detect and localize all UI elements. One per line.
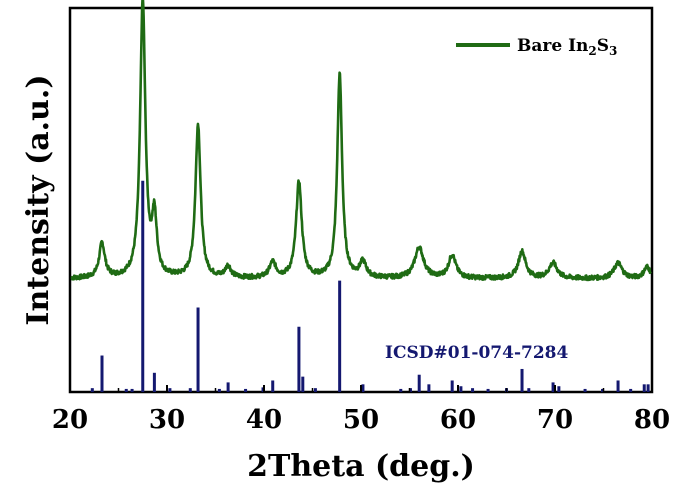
plot-frame (68, 6, 654, 394)
legend-label-bare-in2s3: Bare In2S3 (517, 36, 617, 58)
x-axis-title: 2Theta (deg.) (247, 449, 475, 484)
legend-text: S (597, 36, 609, 56)
legend-text: Bare In (517, 36, 588, 56)
series-line-bare-in2s3 (70, 0, 653, 282)
x-tick-label-50: 50 (343, 405, 379, 435)
legend-subscript: 2 (588, 44, 596, 58)
reference-label: ICSD#01-074-7284 (385, 343, 568, 363)
x-tick-label-20: 20 (52, 405, 88, 435)
legend-subscript: 3 (609, 44, 617, 58)
y-axis-title: Intensity (a.u.) (21, 74, 56, 325)
x-tick-label-60: 60 (440, 405, 476, 435)
x-tick-label-40: 40 (246, 405, 282, 435)
legend: Bare In2S3 (456, 36, 617, 58)
x-tick-label-70: 70 (537, 405, 573, 435)
x-axis-ticks: 20 30 40 50 60 70 80 (52, 385, 670, 435)
x-tick-label-80: 80 (634, 405, 670, 435)
x-tick-label-30: 30 (149, 405, 185, 435)
